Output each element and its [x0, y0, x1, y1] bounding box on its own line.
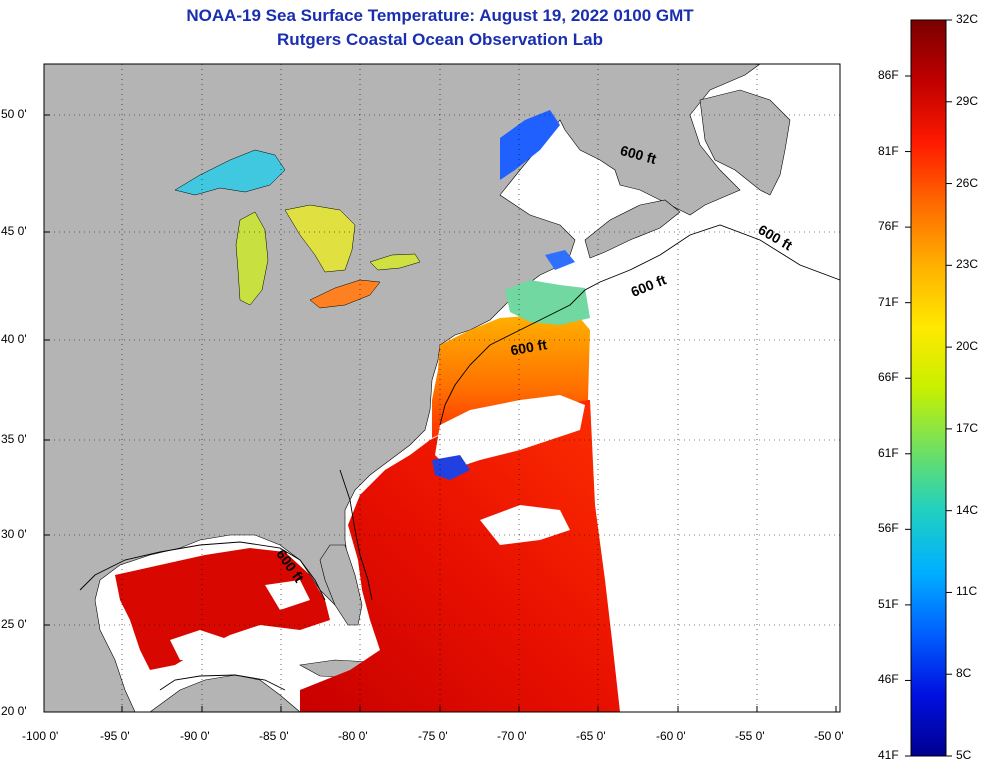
colorbar-fahrenheit-label: 41F — [878, 748, 899, 762]
x-tick-label: -80 0' — [338, 729, 368, 743]
bathymetry-contour-600ft — [159, 674, 286, 691]
lake-michigan — [235, 211, 269, 306]
colorbar-fahrenheit-label: 71F — [878, 294, 899, 309]
cloud-patch — [170, 630, 230, 660]
graticule — [44, 64, 840, 712]
colorbar-celsius-label: 11C — [956, 584, 978, 599]
colorbar-celsius-label: 17C — [956, 420, 979, 435]
x-tick-label: -65 0' — [576, 729, 606, 743]
x-tick-label: -90 0' — [180, 729, 210, 743]
sst-cold-patch — [545, 250, 575, 270]
lake-huron — [284, 204, 356, 273]
x-tick-label: -75 0' — [418, 729, 448, 743]
colorbar-fahrenheit-label: 66F — [878, 370, 899, 385]
bathymetry-contour-600ft — [339, 469, 373, 601]
land-florida — [319, 544, 363, 626]
colorbar-fahrenheit-label: 51F — [878, 596, 899, 611]
colorbar-celsius-label: 14C — [956, 502, 979, 517]
y-tick-label: 25 0' — [1, 617, 27, 631]
colorbar-celsius-label: 8C — [956, 666, 972, 681]
map-title: NOAA-19 Sea Surface Temperature: August … — [186, 6, 694, 25]
y-tick-label: 20 0' — [1, 704, 27, 718]
land-nova-scotia — [584, 199, 681, 259]
y-tick-label: 40 0' — [1, 332, 27, 346]
map-border — [43, 63, 841, 713]
colorbar-ticks — [905, 19, 952, 757]
x-tick-label: -60 0' — [656, 729, 686, 743]
x-tick-label: -100 0' — [22, 729, 59, 743]
bathymetry-contour-600ft — [79, 541, 326, 601]
axis-ticks — [43, 114, 837, 713]
bathymetry-contour-600ft — [439, 224, 841, 426]
lake-erie — [309, 279, 381, 309]
x-tick-label: -85 0' — [259, 729, 289, 743]
cloud-patch — [265, 580, 310, 610]
colorbar-fahrenheit-label: 81F — [878, 143, 899, 158]
x-tick-label: -95 0' — [100, 729, 130, 743]
colorbar-fahrenheit-label: 86F — [878, 68, 899, 82]
sst-mid-atlantic — [432, 315, 590, 438]
map-subtitle: Rutgers Coastal Ocean Observation Lab — [277, 30, 603, 49]
colorbar-fahrenheit-label: 61F — [878, 445, 899, 460]
sst-gulf-of-mexico — [115, 548, 330, 670]
x-tick-label: -70 0' — [497, 729, 527, 743]
sst-atlantic — [300, 400, 620, 712]
lake-superior — [174, 149, 286, 196]
sst-cold-patch — [500, 110, 560, 180]
colorbar-celsius-label: 5C — [956, 748, 972, 762]
y-tick-label: 30 0' — [1, 527, 27, 541]
colorbar — [910, 19, 947, 757]
lake-ontario — [369, 253, 421, 271]
sst-cold-patch — [432, 455, 470, 480]
y-tick-label: 50 0' — [1, 107, 27, 121]
colorbar-fahrenheit-label: 76F — [878, 219, 899, 234]
contour-label: 600 ft — [509, 336, 548, 358]
colorbar-celsius-label: 32C — [956, 12, 979, 26]
colorbar-celsius-label: 23C — [956, 257, 979, 272]
x-tick-label: -55 0' — [735, 729, 765, 743]
cloud-patch — [435, 395, 585, 470]
colorbar-celsius-label: 26C — [956, 175, 979, 190]
x-tick-label: -50 0' — [814, 729, 844, 743]
colorbar-fahrenheit-label: 56F — [878, 521, 899, 536]
y-tick-label: 35 0' — [1, 432, 27, 446]
y-tick-label: 45 0' — [1, 224, 27, 238]
land-newfoundland — [699, 89, 791, 196]
colorbar-celsius-label: 29C — [956, 93, 979, 108]
colorbar-fahrenheit-label: 46F — [878, 672, 899, 687]
cloud-patch — [480, 505, 570, 545]
colorbar-celsius-label: 20C — [956, 339, 979, 354]
land-north-america — [43, 63, 761, 713]
sst-gulf-of-maine — [505, 280, 590, 325]
